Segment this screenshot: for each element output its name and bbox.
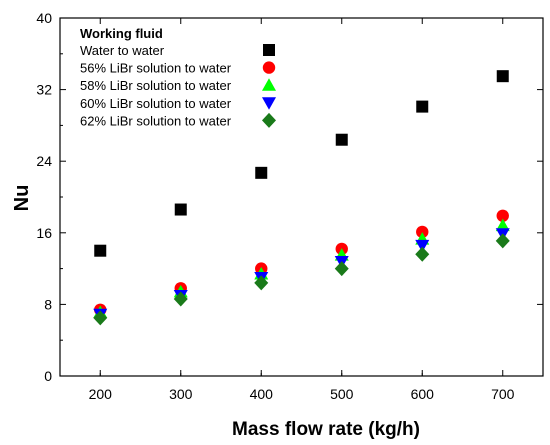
legend-label-1: 56% LiBr solution to water <box>80 61 232 76</box>
data-point-s0-0 <box>94 244 107 257</box>
legend-marker-2 <box>262 78 276 91</box>
x-tick-label-0: 200 <box>89 386 113 402</box>
y-tick-label-3: 24 <box>36 153 52 169</box>
data-point-s4-4 <box>415 246 430 262</box>
legend-marker-0 <box>263 44 275 56</box>
x-tick-label-3: 500 <box>330 386 354 402</box>
y-tick-label-0: 0 <box>44 368 52 384</box>
legend-label-3: 60% LiBr solution to water <box>80 96 232 111</box>
x-tick-label-4: 600 <box>411 386 435 402</box>
data-point-s3-4 <box>415 239 430 253</box>
data-point-s2-5 <box>495 218 510 232</box>
y-tick-label-1: 8 <box>44 296 52 312</box>
legend-marker-1 <box>262 61 276 74</box>
legend-label-4: 62% LiBr solution to water <box>80 113 232 128</box>
y-tick-label-5: 40 <box>36 10 52 26</box>
x-tick-label-1: 300 <box>169 386 193 402</box>
data-point-s1-5 <box>496 209 509 222</box>
data-point-s4-1 <box>173 291 188 307</box>
data-point-s0-5 <box>496 70 509 83</box>
x-tick-label-5: 700 <box>491 386 515 402</box>
data-point-s0-4 <box>416 100 429 113</box>
data-point-s4-3 <box>334 261 349 277</box>
legend-marker-4 <box>262 112 276 128</box>
y-tick-label-2: 16 <box>36 225 52 241</box>
data-point-s0-2 <box>255 166 268 179</box>
legend-title: Working fluid <box>80 26 163 41</box>
x-tick-label-2: 400 <box>250 386 274 402</box>
x-axis-title: Mass flow rate (kg/h) <box>232 419 420 440</box>
legend-marker-3 <box>262 97 276 110</box>
y-tick-label-4: 32 <box>36 82 52 98</box>
data-point-s0-3 <box>335 133 348 146</box>
legend-label-2: 58% LiBr solution to water <box>80 78 232 93</box>
y-axis-title: Nu <box>11 185 33 212</box>
data-point-s4-5 <box>495 233 510 249</box>
data-point-s1-4 <box>416 225 429 239</box>
data-point-s4-0 <box>93 310 108 326</box>
data-point-s4-2 <box>254 275 269 291</box>
legend-label-0: Water to water <box>80 43 165 58</box>
data-point-s0-1 <box>174 203 187 216</box>
